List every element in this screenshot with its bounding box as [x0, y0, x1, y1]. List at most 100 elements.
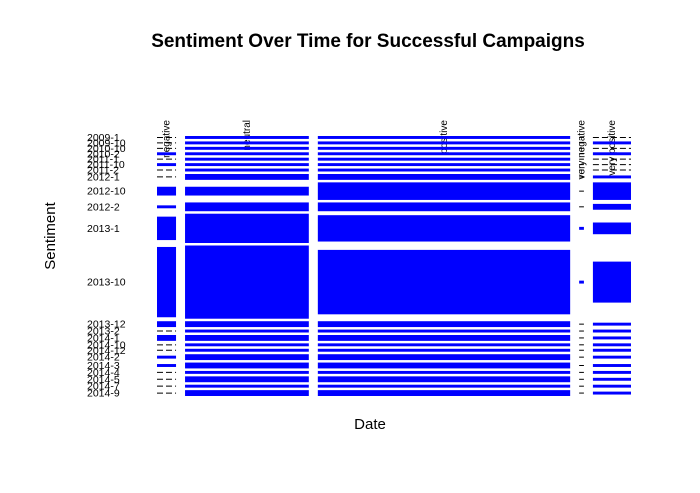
- tile-2014-7-very-positive: [592, 384, 631, 388]
- tile-2012-2-positive: [317, 202, 571, 212]
- tile-2014-9-very-positive: [592, 391, 631, 395]
- tile-2014-1-negative: [157, 335, 177, 341]
- tile-2010-2-negative: [157, 152, 177, 156]
- tile-2014-2-negative: [157, 355, 177, 359]
- tile-2014-2-neutral: [185, 354, 309, 361]
- tile-2014-2-very-positive: [592, 355, 631, 359]
- date-label-2012-1: 2012-1: [87, 171, 120, 183]
- tile-2013-10-very-positive: [592, 261, 631, 303]
- tile-2014-5-positive: [317, 376, 571, 383]
- tile-2014-7-positive: [317, 384, 571, 388]
- column-label-neutral: neutral: [242, 120, 253, 151]
- tile-2014-5-very-positive: [592, 377, 631, 381]
- tile-2013-10-neutral: [185, 245, 309, 319]
- tile-2013-1-positive: [317, 215, 571, 242]
- tile-2009-10-very-positive: [592, 141, 631, 145]
- column-label-negative: negative: [162, 120, 173, 158]
- date-label-2010-10: 2010-10: [87, 143, 126, 155]
- tile-2013-2-very-positive: [592, 329, 631, 333]
- tile-2014-10-positive: [317, 343, 571, 347]
- tile-2010-10-neutral: [185, 146, 309, 150]
- tile-2012-2-very-positive: [592, 203, 631, 210]
- tile-2014-12-positive: [317, 348, 571, 352]
- date-label-2009-1: 2009-1: [87, 132, 120, 144]
- tile-2013-2-neutral: [185, 329, 309, 333]
- date-label-2014-2: 2014-2: [87, 352, 120, 364]
- tile-2013-2-positive: [317, 329, 571, 333]
- date-label-2014-4: 2014-4: [87, 367, 120, 379]
- tile-2011-1-positive: [317, 157, 571, 161]
- tile-2009-1-neutral: [185, 136, 309, 139]
- tile-2010-2-neutral: [185, 152, 309, 156]
- date-label-2011-2: 2011-2: [87, 165, 119, 177]
- tile-2013-10-very-negative: [579, 280, 584, 284]
- date-label-2011-10: 2011-10: [87, 159, 125, 171]
- date-label-2010-2: 2010-2: [87, 148, 120, 160]
- tile-2013-1-very-positive: [592, 222, 631, 235]
- tile-2013-12-very-positive: [592, 322, 631, 326]
- tile-2014-2-positive: [317, 354, 571, 361]
- tile-2014-1-neutral: [185, 335, 309, 341]
- date-label-2014-7: 2014-7: [87, 381, 120, 393]
- tile-2009-10-positive: [317, 141, 571, 145]
- tile-2012-10-positive: [317, 182, 571, 200]
- tile-2010-2-positive: [317, 152, 571, 156]
- tile-2009-10-neutral: [185, 141, 309, 145]
- date-label-2013-12: 2013-12: [87, 319, 126, 331]
- tile-2013-1-neutral: [185, 213, 309, 243]
- column-label-very-negative: very negative: [577, 120, 588, 180]
- date-label-2014-5: 2014-5: [87, 374, 120, 386]
- tile-2013-10-negative: [157, 246, 177, 318]
- date-label-2014-3: 2014-3: [87, 360, 120, 372]
- tile-2014-1-very-positive: [592, 336, 631, 340]
- tile-2013-1-negative: [157, 216, 177, 241]
- date-label-2013-10: 2013-10: [87, 277, 126, 289]
- tile-2012-1-very-positive: [592, 175, 631, 179]
- tile-2014-10-very-positive: [592, 343, 631, 347]
- tile-2014-12-very-positive: [592, 348, 631, 352]
- tile-2014-9-neutral: [185, 390, 309, 396]
- tile-2014-4-neutral: [185, 370, 309, 374]
- tile-2014-4-very-positive: [592, 370, 631, 374]
- tile-2010-2-very-positive: [592, 152, 631, 156]
- tile-2014-3-positive: [317, 362, 571, 369]
- tile-2012-10-very-positive: [592, 182, 631, 200]
- tile-2012-2-negative: [157, 205, 177, 209]
- tile-2014-7-neutral: [185, 384, 309, 388]
- tile-2014-5-neutral: [185, 376, 309, 383]
- date-label-2011-1: 2011-1: [87, 154, 119, 166]
- tile-2012-1-neutral: [185, 174, 309, 180]
- mosaic-tiles: [157, 136, 631, 396]
- tile-2013-10-positive: [317, 249, 571, 315]
- date-label-2013-1: 2013-1: [87, 223, 120, 235]
- tile-2014-3-neutral: [185, 362, 309, 369]
- x-axis-label: Date: [354, 416, 386, 433]
- tile-2011-1-neutral: [185, 157, 309, 161]
- tile-2014-3-very-positive: [592, 364, 631, 367]
- date-label-2012-10: 2012-10: [87, 186, 126, 198]
- tile-2010-10-positive: [317, 146, 571, 150]
- tile-2011-10-positive: [317, 163, 571, 167]
- tile-2012-10-negative: [157, 186, 177, 196]
- tile-2013-12-negative: [157, 321, 177, 328]
- date-label-2012-2: 2012-2: [87, 201, 120, 213]
- y-axis-label: Sentiment: [42, 201, 59, 269]
- date-tick-labels: 2009-12009-102010-102010-22011-12011-102…: [87, 132, 126, 400]
- date-label-2014-10: 2014-10: [87, 339, 126, 351]
- tile-2009-1-positive: [317, 136, 571, 139]
- tile-2012-2-neutral: [185, 202, 309, 212]
- tile-2011-10-neutral: [185, 163, 309, 167]
- tile-2012-1-positive: [317, 174, 571, 180]
- column-label-very-positive: very positive: [607, 120, 618, 176]
- tile-2013-1-very-negative: [579, 226, 584, 230]
- tile-2011-2-neutral: [185, 168, 309, 172]
- tile-2014-9-positive: [317, 390, 571, 396]
- tile-2011-10-negative: [157, 163, 177, 167]
- tile-2012-10-neutral: [185, 186, 309, 196]
- date-label-2014-1: 2014-1: [87, 332, 120, 344]
- tile-2014-12-neutral: [185, 348, 309, 352]
- tile-2011-2-positive: [317, 168, 571, 172]
- date-label-2013-2: 2013-2: [87, 326, 120, 338]
- chart-title: Sentiment Over Time for Successful Campa…: [151, 31, 585, 52]
